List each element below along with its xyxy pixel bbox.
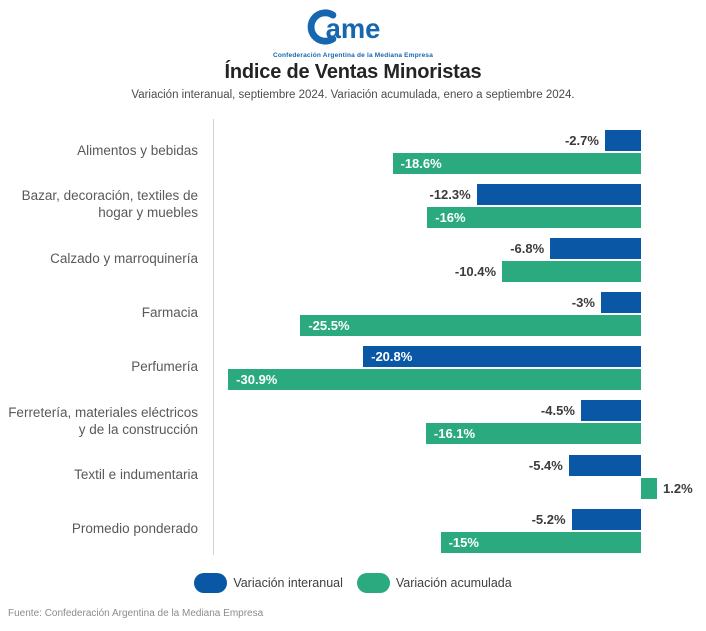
bar-value-label: -10.4% [454,264,497,280]
chart-row: Textil e indumentaria -5.4% 1.2% [0,449,706,503]
bar-acumulada [641,477,658,499]
chart-row: Farmacia -3% -25.5% [0,286,706,340]
row-bars: -2.7% -18.6% [206,124,706,178]
legend-swatch-interanual [194,573,228,593]
legend-item-acumulada: Variación acumulada [356,573,512,593]
bar-acumulada [440,531,641,553]
category-label: Alimentos y bebidas [77,142,198,158]
came-logo-text: ame [326,13,381,44]
category-label: Promedio ponderado [71,521,198,537]
bar-value-label: -2.7% [564,133,599,148]
bar-acumulada [228,369,641,391]
bar-value-label: -15% [448,534,479,550]
bar-interanual [363,346,641,368]
row-bars: -5.4% 1.2% [206,449,706,503]
chart-row: Promedio ponderado -5.2% -15% [0,503,706,557]
bar-value-label: -30.9% [236,372,278,388]
bar-interanual [550,238,641,260]
legend-label-interanual: Variación interanual [233,576,343,590]
row-bars: -3% -25.5% [206,286,706,340]
row-bars: -5.2% -15% [206,503,706,557]
bar-interanual [604,130,641,151]
bar-value-label: -18.6% [400,156,442,171]
category-label: Farmacia [141,304,198,320]
bar-interanual [476,184,641,206]
came-logo-mark: ame [307,9,381,45]
bar-value-label: -6.8% [510,241,545,257]
bar-acumulada [300,315,641,337]
y-axis-line [213,119,214,555]
legend-item-interanual: Variación interanual [194,573,343,593]
bar-interanual [571,508,641,530]
bar-acumulada [427,207,641,229]
category-label: Calzado y marroquinería [50,250,198,266]
chart-rows: Alimentos y bebidas -2.7% -18.6% Bazar, dec… [0,124,706,557]
bar-acumulada [392,153,641,174]
bar-acumulada [502,261,641,283]
legend-label-acumulada: Variación acumulada [395,576,512,590]
header: ame Confederación Argentina de la Median… [0,6,706,62]
row-bars: -12.3% -16% [206,178,706,232]
bar-value-label: -16.1% [433,426,476,442]
chart-row: Alimentos y bebidas -2.7% -18.6% [0,124,706,178]
bar-value-label: -3% [571,295,595,311]
chart-legend: Variación interanual Variación acumulada [0,573,706,593]
bar-value-label: -20.8% [371,349,413,365]
chart-subtitle: Variación interanual, septiembre 2024. V… [131,89,575,101]
chart-row: Ferretería, materiales eléctricos y de l… [0,394,706,448]
category-label: Bazar, decoración, textiles de hogar y m… [21,188,198,221]
bar-acumulada [425,423,641,445]
chart-row: Calzado y marroquinería -6.8% -10.4% [0,232,706,286]
legend-swatch-acumulada [356,573,390,593]
bar-value-label: -5.4% [528,457,563,473]
chart-row: Perfumería -20.8% -30.9% [0,340,706,394]
came-logo: ame Confederación Argentina de la Median… [273,6,433,60]
category-label: Textil e indumentaria [74,467,198,483]
category-label: Ferretería, materiales eléctricos y de l… [8,404,198,437]
bar-value-label: 1.2% [663,480,693,496]
bar-interanual [568,454,641,476]
came-logo-caption: Confederación Argentina de la Mediana Em… [272,52,434,59]
category-label: Perfumería [131,358,198,374]
bar-value-label: -4.5% [540,403,575,419]
bar-value-label: -16% [435,210,466,226]
bar-value-label: -5.2% [531,511,566,527]
bar-interanual [580,400,641,422]
page-title: Índice de Ventas Minoristas [224,61,482,83]
chart-row: Bazar, decoración, textiles de hogar y m… [0,178,706,232]
bar-chart: Alimentos y bebidas -2.7% -18.6% Bazar, dec… [0,119,706,558]
bar-value-label: -25.5% [308,318,350,334]
source-note: Fuente: Confederación Argentina de la Me… [8,608,264,619]
row-bars: -4.5% -16.1% [206,394,706,448]
bar-value-label: -12.3% [429,187,471,203]
row-bars: -20.8% -30.9% [206,340,706,394]
row-bars: -6.8% -10.4% [206,232,706,286]
bar-interanual [600,292,641,314]
